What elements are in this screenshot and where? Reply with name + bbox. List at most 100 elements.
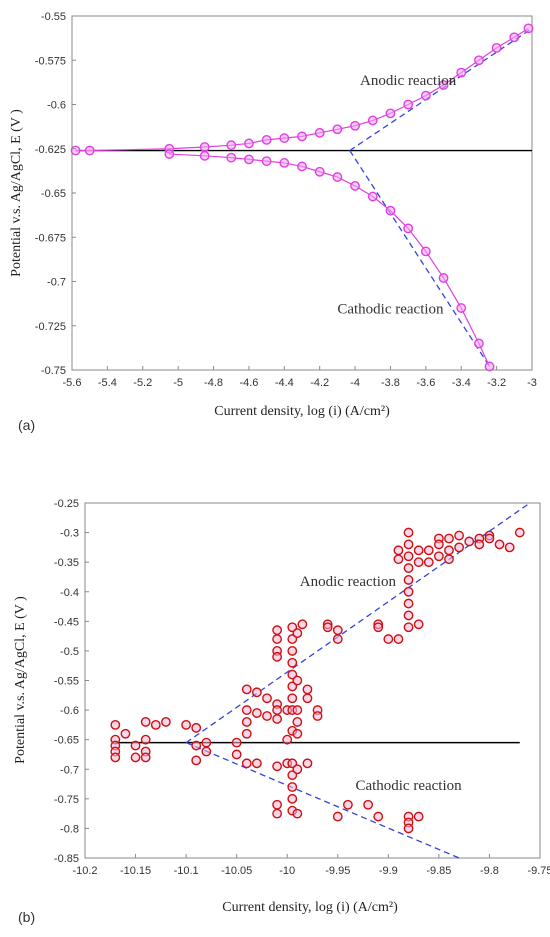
measured-point [287, 693, 298, 704]
x-tick-label: -10.15 [120, 865, 151, 877]
anodic-point [509, 32, 520, 43]
measured-point [332, 625, 343, 636]
measured-point [191, 740, 202, 751]
measured-point [433, 539, 444, 550]
y-tick-label: -0.65 [41, 188, 66, 200]
measured-point [454, 542, 465, 553]
measured-point [403, 539, 414, 550]
measured-point [332, 811, 343, 822]
measured-point [272, 634, 283, 644]
chart-a-annotations: Anodic reaction Cathodic reaction [337, 73, 456, 317]
x-tick-label: -5.6 [63, 377, 82, 389]
measured-point [393, 634, 404, 644]
y-tick-label: -0.3 [60, 528, 79, 540]
anodic-curve [75, 27, 529, 152]
anodic-point [70, 145, 81, 156]
y-tick-label: -0.4 [60, 587, 79, 599]
measured-point [413, 557, 424, 568]
chart-a-markers [70, 23, 534, 372]
measured-point [413, 619, 424, 630]
anodic-point [523, 23, 534, 34]
x-tick-label: -10.05 [221, 865, 252, 877]
annotation-label: Anodic reaction [360, 73, 457, 89]
cathodic-curve [169, 153, 491, 367]
measured-point [413, 811, 424, 822]
measured-point [251, 758, 262, 769]
x-tick-label: -3.6 [416, 377, 435, 389]
x-tick-label: -5.2 [133, 377, 152, 389]
measured-point [403, 610, 414, 621]
chart-a: -5.6 -5.4 -5.2 -5 -4.8 -4.6 -4.4 -4.2 -4 -3.8 -3.6… [9, 11, 537, 433]
measured-point [433, 551, 444, 562]
measured-point [363, 799, 374, 810]
measured-point [302, 693, 313, 704]
tafel-cathodic-line [349, 150, 491, 367]
cathodic-point [456, 303, 467, 313]
measured-point [241, 705, 252, 715]
measured-point [191, 755, 202, 766]
measured-point [251, 708, 262, 718]
measured-point [292, 628, 303, 639]
y-tick-label: -0.725 [35, 321, 66, 333]
measured-point [474, 539, 485, 550]
cathodic-point [199, 150, 210, 161]
measured-point [140, 717, 151, 727]
anodic-point [261, 134, 272, 145]
y-tick-label: -0.6 [60, 705, 79, 717]
y-tick-label: -0.675 [35, 232, 66, 244]
anodic-point [314, 127, 325, 138]
measured-point [413, 545, 424, 556]
measured-point [191, 722, 202, 733]
anodic-point [84, 145, 95, 156]
cathodic-point [403, 223, 414, 234]
x-tick-label: -4 [350, 377, 360, 389]
tafel-cathodic-line [185, 742, 460, 859]
cathodic-point [474, 338, 484, 349]
measured-point [423, 557, 434, 568]
measured-point [383, 634, 394, 644]
measured-point [140, 734, 151, 745]
x-tick-label: -9.9 [379, 865, 398, 877]
measured-point [287, 657, 298, 668]
y-tick-label: -0.65 [54, 735, 79, 747]
cathodic-point [385, 205, 396, 216]
measured-point [403, 586, 414, 597]
chart-a-x-ticks: -5.6 -5.4 -5.2 -5 -4.8 -4.6 -4.4 -4.2 -4 -3.8 -3.6… [63, 366, 537, 389]
measured-point [444, 545, 454, 556]
cathodic-point [420, 246, 431, 257]
measured-point [322, 622, 333, 633]
measured-point [403, 823, 414, 834]
x-tick-label: -9.75 [527, 865, 550, 877]
annotation-label: Cathodic reaction [337, 301, 444, 317]
measured-point [181, 719, 192, 730]
x-tick-label: -5 [173, 377, 183, 389]
x-tick-label: -10 [279, 865, 295, 877]
measured-point [150, 719, 161, 730]
anodic-point [420, 90, 431, 101]
anodic-point [385, 108, 396, 119]
y-tick-label: -0.75 [54, 794, 79, 806]
y-tick-label: -0.25 [54, 498, 79, 510]
measured-point [403, 563, 414, 573]
measured-point [140, 752, 151, 763]
measured-point [403, 622, 414, 633]
anodic-point [456, 67, 467, 78]
measured-point [292, 764, 303, 775]
measured-point [262, 711, 272, 721]
x-tick-label: -4.4 [275, 377, 294, 389]
measured-point [403, 575, 414, 585]
y-tick-label: -0.8 [60, 823, 79, 835]
measured-point [241, 758, 252, 769]
measured-point [272, 799, 283, 810]
y-tick-label: -0.625 [35, 144, 66, 156]
chart-a-panel-label: (a) [18, 417, 35, 433]
chart-a-y-ticks: -0.55 -0.575 -0.6 -0.625 -0.65 -0.675 -0.7 -0.7… [35, 11, 76, 377]
x-tick-label: -3.8 [381, 377, 400, 389]
anodic-point [403, 99, 414, 110]
measured-point [251, 687, 262, 698]
chart-b-y-ticks: -0.25 -0.3 -0.35 -0.4 -0.45 -0.5 -0.55 -0.6 -0.6… [54, 498, 89, 865]
measured-point [287, 782, 298, 792]
x-tick-label: -3 [527, 377, 537, 389]
anodic-point [350, 120, 360, 131]
measured-point [241, 728, 252, 739]
